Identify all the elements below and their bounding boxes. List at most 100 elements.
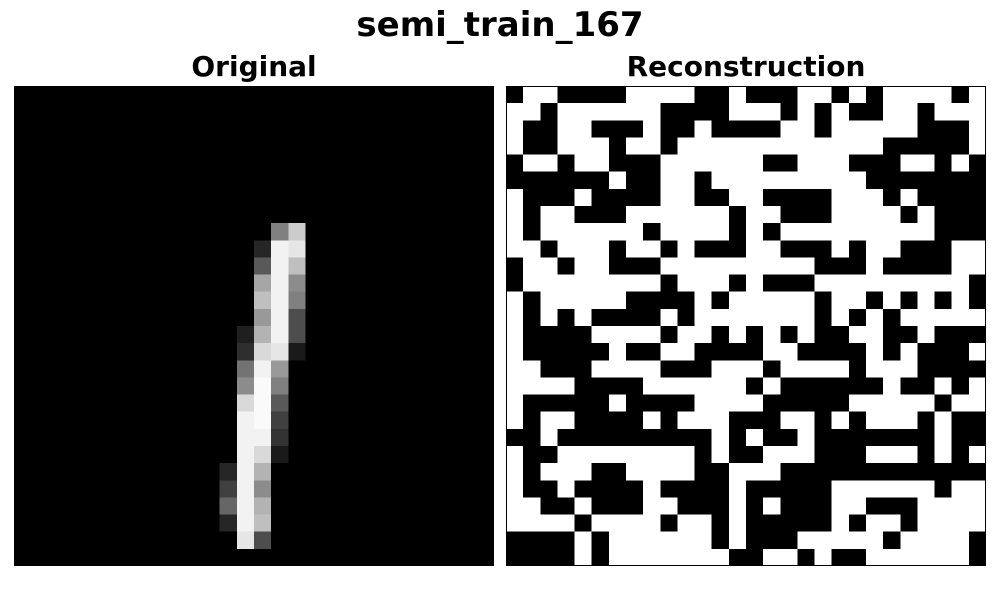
pixel-cell: [523, 480, 541, 498]
pixel-cell: [746, 497, 764, 515]
pixel-cell: [608, 428, 626, 446]
pixel-cell: [814, 394, 832, 412]
pixel-cell: [608, 274, 626, 292]
pixel-cell: [866, 531, 884, 549]
pixel-cell: [523, 497, 541, 515]
pixel-cell: [848, 514, 866, 532]
pixel-cell: [797, 308, 815, 326]
pixel-cell: [591, 120, 609, 138]
pixel-cell: [506, 120, 524, 138]
pixel-cell: [591, 257, 609, 275]
pixel-cell: [883, 428, 901, 446]
pixel-cell: [694, 154, 712, 172]
pixel-cell: [951, 360, 969, 378]
pixel-cell: [866, 206, 884, 224]
pixel-cell: [848, 257, 866, 275]
pixel-cell: [557, 411, 575, 429]
pixel-cell: [574, 154, 592, 172]
pixel-cell: [219, 463, 237, 481]
pixel-cell: [608, 154, 626, 172]
image-frame: [14, 86, 494, 566]
pixel-cell: [591, 188, 609, 206]
pixel-cell: [506, 531, 524, 549]
pixel-cell: [523, 206, 541, 224]
pixel-cell: [523, 103, 541, 121]
pixel-cell: [557, 531, 575, 549]
pixel-cell: [506, 377, 524, 395]
pixel-cell: [591, 497, 609, 515]
pixel-cell: [917, 411, 935, 429]
pixel-cell: [626, 463, 644, 481]
pixel-cell: [917, 257, 935, 275]
pixel-cell: [523, 446, 541, 464]
pixel-cell: [660, 188, 678, 206]
pixel-cell: [780, 240, 798, 258]
pixel-cell: [677, 291, 695, 309]
pixel-cell: [574, 394, 592, 412]
pixel-cell: [643, 171, 661, 189]
pixel-cell: [968, 103, 986, 121]
pixel-cell: [883, 86, 901, 104]
pixel-cell: [780, 531, 798, 549]
pixel-cell: [780, 274, 798, 292]
pixel-cell: [797, 274, 815, 292]
pixel-cell: [866, 343, 884, 361]
pixel-cell: [728, 394, 746, 412]
pixel-cell: [711, 394, 729, 412]
pixel-cell: [848, 531, 866, 549]
pixel-cell: [574, 291, 592, 309]
pixel-cell: [677, 548, 695, 566]
pixel-cell: [848, 120, 866, 138]
pixel-cell: [591, 274, 609, 292]
pixel-cell: [951, 377, 969, 395]
pixel-cell: [626, 171, 644, 189]
pixel-cell: [934, 548, 952, 566]
pixel-cell: [814, 411, 832, 429]
pixel-cell: [763, 188, 781, 206]
pixel-cell: [643, 360, 661, 378]
pixel-cell: [883, 463, 901, 481]
pixel-cell: [574, 548, 592, 566]
pixel-cell: [694, 86, 712, 104]
pixel-cell: [540, 120, 558, 138]
pixel-cell: [728, 411, 746, 429]
pixel-cell: [951, 446, 969, 464]
pixel-cell: [626, 291, 644, 309]
pixel-cell: [660, 411, 678, 429]
pixel-cell: [951, 171, 969, 189]
pixel-cell: [626, 411, 644, 429]
pixel-cell: [608, 411, 626, 429]
pixel-cell: [574, 120, 592, 138]
pixel-cell: [643, 394, 661, 412]
pixel-cell: [660, 171, 678, 189]
pixel-cell: [797, 428, 815, 446]
pixel-cell: [677, 411, 695, 429]
pixel-cell: [540, 531, 558, 549]
pixel-cell: [917, 463, 935, 481]
pixel-cell: [831, 326, 849, 344]
pixel-cell: [677, 171, 695, 189]
pixel-cell: [900, 223, 918, 241]
pixel-cell: [236, 326, 254, 344]
pixel-cell: [711, 531, 729, 549]
pixel-cell: [271, 428, 289, 446]
pixel-cell: [660, 428, 678, 446]
pixel-cell: [728, 428, 746, 446]
pixel-cell: [934, 206, 952, 224]
pixel-cell: [797, 463, 815, 481]
pixel-cell: [934, 137, 952, 155]
pixel-cell: [288, 274, 306, 292]
pixel-cell: [288, 223, 306, 241]
pixel-cell: [643, 154, 661, 172]
pixel-cell: [219, 480, 237, 498]
pixel-cell: [557, 514, 575, 532]
pixel-cell: [540, 514, 558, 532]
pixel-cell: [523, 291, 541, 309]
pixel-cell: [746, 86, 764, 104]
pixel-cell: [814, 428, 832, 446]
pixel-cell: [900, 394, 918, 412]
pixel-cell: [746, 137, 764, 155]
pixel-cell: [968, 120, 986, 138]
pixel-cell: [694, 463, 712, 481]
pixel-cell: [780, 326, 798, 344]
